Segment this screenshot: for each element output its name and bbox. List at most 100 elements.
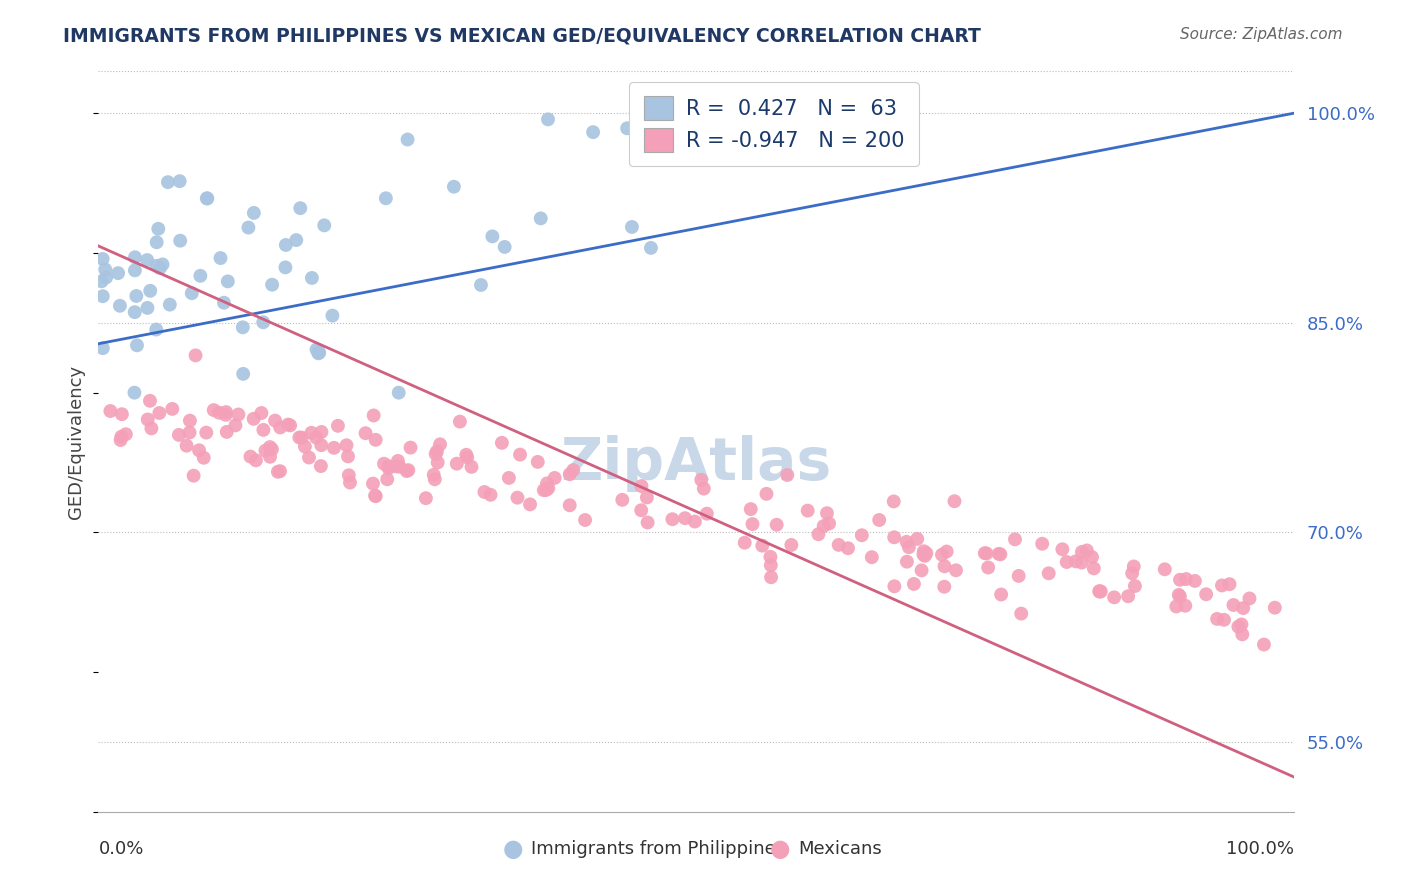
Point	[1211, 578, 1233, 592]
Point	[973, 546, 995, 560]
Point	[232, 320, 254, 334]
Point	[152, 257, 174, 271]
Point	[1088, 584, 1111, 599]
Point	[690, 473, 713, 487]
Point	[883, 579, 905, 593]
Point	[780, 538, 803, 552]
Point	[176, 439, 198, 453]
Point	[195, 425, 218, 440]
Point	[290, 201, 312, 215]
Point	[114, 427, 136, 442]
Point	[169, 234, 191, 248]
Point	[990, 547, 1012, 561]
Point	[883, 530, 905, 544]
Point	[423, 472, 446, 486]
Point	[1206, 612, 1229, 626]
Point	[267, 465, 290, 479]
Point	[1102, 591, 1125, 605]
Point	[1083, 561, 1105, 575]
Point	[1038, 566, 1060, 581]
Point	[491, 435, 513, 450]
Point	[141, 421, 163, 435]
Point	[987, 547, 1010, 561]
Point	[582, 125, 605, 139]
Point	[620, 219, 643, 234]
Point	[530, 211, 553, 226]
Point	[91, 341, 114, 355]
Point	[931, 548, 953, 562]
Point	[298, 450, 321, 465]
Point	[179, 425, 201, 440]
Point	[337, 468, 360, 483]
Point	[1168, 573, 1191, 587]
Point	[274, 260, 297, 275]
Point	[673, 511, 696, 525]
Point	[443, 179, 465, 194]
Point	[278, 418, 301, 433]
Point	[91, 252, 114, 266]
Point	[243, 206, 266, 220]
Point	[311, 438, 333, 452]
Point	[301, 271, 323, 285]
Point	[449, 415, 471, 429]
Point	[860, 550, 883, 565]
Point	[693, 482, 716, 496]
Point	[426, 455, 449, 469]
Text: ZipAtlas: ZipAtlas	[561, 435, 831, 492]
Point	[934, 580, 956, 594]
Point	[183, 468, 205, 483]
Point	[1076, 543, 1098, 558]
Point	[259, 440, 281, 454]
Point	[640, 241, 662, 255]
Point	[896, 534, 918, 549]
Point	[1090, 584, 1112, 599]
Point	[195, 191, 218, 205]
Point	[1008, 569, 1031, 583]
Point	[630, 479, 652, 493]
Point	[208, 406, 231, 420]
Point	[543, 471, 565, 485]
Point	[305, 343, 328, 357]
Point	[537, 112, 560, 127]
Text: 0.0%: 0.0%	[98, 840, 143, 858]
Point	[314, 219, 336, 233]
Legend: R =  0.427   N =  63, R = -0.947   N = 200: R = 0.427 N = 63, R = -0.947 N = 200	[630, 82, 918, 167]
Point	[976, 546, 998, 560]
Point	[519, 497, 541, 511]
Point	[195, 191, 218, 205]
Point	[167, 428, 190, 442]
Point	[734, 535, 756, 549]
Point	[1153, 562, 1175, 576]
Point	[751, 539, 773, 553]
Point	[533, 483, 555, 498]
Point	[309, 459, 332, 474]
Point	[897, 540, 920, 554]
Point	[1166, 599, 1188, 614]
Point	[536, 483, 558, 497]
Point	[239, 450, 262, 464]
Point	[1071, 545, 1094, 559]
Point	[399, 441, 422, 455]
Point	[827, 538, 849, 552]
Point	[1167, 588, 1189, 602]
Point	[96, 270, 118, 285]
Point	[1213, 613, 1236, 627]
Point	[696, 507, 718, 521]
Point	[110, 433, 132, 447]
Point	[474, 485, 496, 500]
Point	[180, 286, 202, 301]
Point	[162, 401, 184, 416]
Point	[217, 274, 239, 288]
Point	[269, 420, 291, 434]
Point	[305, 430, 328, 444]
Point	[124, 250, 146, 264]
Point	[264, 413, 287, 427]
Point	[291, 431, 314, 445]
Point	[425, 447, 447, 461]
Point	[912, 544, 935, 558]
Point	[388, 385, 411, 400]
Point	[1064, 554, 1087, 568]
Point	[536, 476, 558, 491]
Point	[558, 498, 581, 512]
Point	[364, 489, 387, 503]
